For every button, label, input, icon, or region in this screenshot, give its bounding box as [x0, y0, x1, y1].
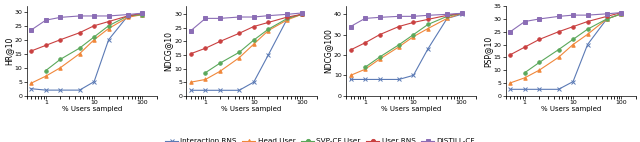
Legend: Interaction RNS, Head User, SVP-CF User, User RNS, DISTILL-CF: Interaction RNS, Head User, SVP-CF User,…	[164, 137, 476, 142]
X-axis label: % Users sampled: % Users sampled	[61, 106, 122, 112]
Y-axis label: NDCG@10: NDCG@10	[164, 31, 173, 71]
Y-axis label: PSP@10: PSP@10	[483, 35, 492, 67]
X-axis label: % Users sampled: % Users sampled	[381, 106, 441, 112]
X-axis label: % Users sampled: % Users sampled	[221, 106, 282, 112]
Y-axis label: NDCG@100: NDCG@100	[323, 29, 332, 73]
X-axis label: % Users sampled: % Users sampled	[541, 106, 601, 112]
Y-axis label: HR@10: HR@10	[4, 37, 13, 65]
